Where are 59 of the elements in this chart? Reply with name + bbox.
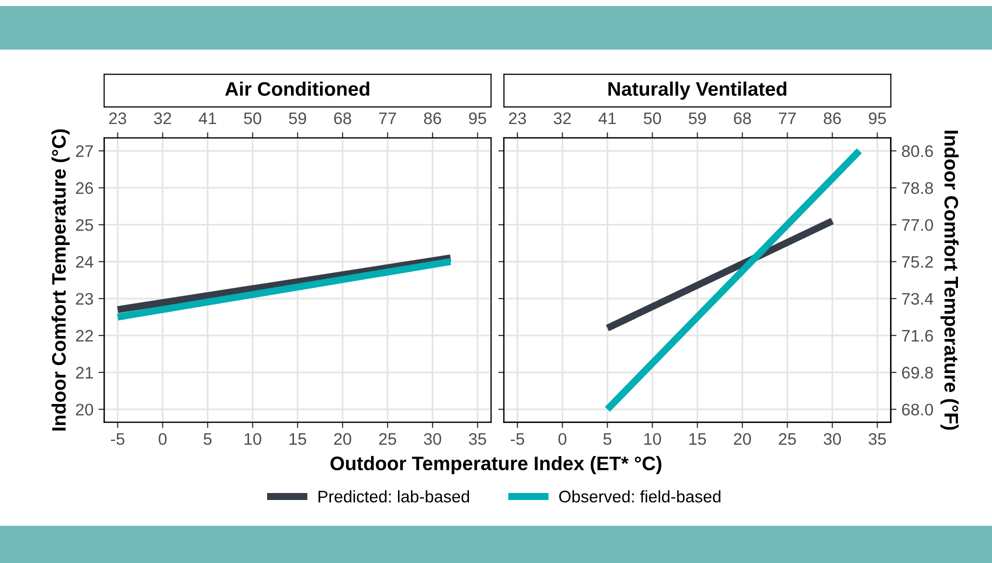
legend-label: Predicted: lab-based xyxy=(318,490,470,502)
x2-tick-label: 68 xyxy=(734,112,751,124)
x2-tick-label: 77 xyxy=(379,112,396,124)
x2-tick-label: 23 xyxy=(109,112,126,124)
x2-tick-label: 41 xyxy=(198,112,216,124)
text: 78.8 xyxy=(902,182,933,194)
x-tick-label: -5 xyxy=(110,433,124,445)
text: 75.2 xyxy=(902,256,933,268)
x-tick-label: 20 xyxy=(334,433,352,445)
x2-tick-label: 50 xyxy=(244,112,262,124)
x-tick-label: 10 xyxy=(644,433,662,445)
x-tick-label: 35 xyxy=(468,433,486,445)
x2-tick-label: 86 xyxy=(424,112,442,124)
y-tick-label: 21 xyxy=(76,366,93,378)
x2-tick-label: 32 xyxy=(154,112,172,124)
x-tick-label: 15 xyxy=(689,433,706,445)
x-tick-label: 0 xyxy=(158,433,167,445)
x-axis-title: Outdoor Temperature Index (ET* °C) xyxy=(330,456,662,474)
chart-title: Air Conditioned xyxy=(225,82,370,96)
y-tick-label: 20 xyxy=(76,404,94,416)
legend-label: Observed: field-based xyxy=(559,490,720,502)
y-tick-label: 27 xyxy=(76,145,93,157)
x2-tick-label: 95 xyxy=(469,112,486,124)
y-tick-label: 22 xyxy=(76,330,93,342)
y-tick-label: 26 xyxy=(76,182,94,194)
x-tick-label: 30 xyxy=(424,433,442,445)
y2-axis-title: Indoor Comfort Temperature (°F) xyxy=(940,130,959,430)
x2-tick-label: 77 xyxy=(778,112,796,124)
x2-tick-label: 95 xyxy=(868,112,886,124)
text: 73.4 xyxy=(902,292,934,305)
x-tick-label: 15 xyxy=(290,433,306,445)
x-tick-label: 5 xyxy=(603,433,612,445)
x-tick-label: 35 xyxy=(868,433,886,445)
x-tick-label: 10 xyxy=(244,433,262,445)
x2-tick-label: 59 xyxy=(289,112,306,124)
x-tick-label: 25 xyxy=(379,433,396,445)
y-tick-label: 24 xyxy=(76,256,94,268)
text: 68.0 xyxy=(902,404,934,416)
x2-tick-label: 41 xyxy=(598,112,616,124)
text: 71.6 xyxy=(902,330,933,342)
text: 69.8 xyxy=(902,366,933,379)
x-tick-label: 20 xyxy=(734,433,751,445)
y-tick-label: 25 xyxy=(76,219,94,231)
x-tick-label: 5 xyxy=(204,433,212,445)
x2-tick-label: 32 xyxy=(554,112,571,124)
x-tick-label: -5 xyxy=(510,433,524,445)
y-axis-title: Indoor Comfort Temperature (°C) xyxy=(52,129,70,430)
y-tick-label: 23 xyxy=(76,292,94,305)
text: 80.6 xyxy=(902,145,933,158)
x2-tick-label: 50 xyxy=(644,112,662,124)
x-tick-label: 0 xyxy=(558,433,566,445)
text: 77.0 xyxy=(902,219,934,231)
x-tick-label: 30 xyxy=(824,433,841,445)
x2-tick-label: 59 xyxy=(688,112,706,124)
x2-tick-label: 68 xyxy=(334,112,352,124)
chart-title: Naturally Ventilated xyxy=(608,82,786,100)
x-tick-label: 25 xyxy=(778,433,796,445)
x2-tick-label: 23 xyxy=(509,112,526,124)
x2-tick-label: 86 xyxy=(824,112,841,124)
